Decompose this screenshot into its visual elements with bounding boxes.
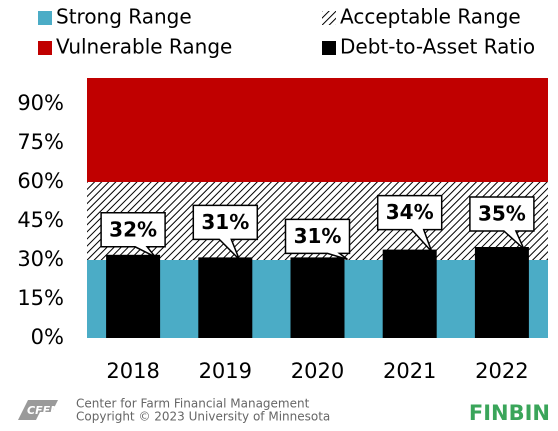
- data-label: 34%: [386, 200, 434, 224]
- y-tick-label: 0%: [31, 325, 64, 349]
- range-band: [87, 78, 548, 182]
- footer-logo: CFFM: [18, 400, 61, 420]
- data-label: 31%: [201, 210, 249, 234]
- x-tick-label: 2020: [291, 359, 344, 383]
- legend-label: Acceptable Range: [340, 5, 521, 29]
- legend-swatch: [322, 11, 336, 25]
- legend-label: Strong Range: [56, 5, 192, 29]
- x-tick-label: 2019: [199, 359, 252, 383]
- y-tick-label: 90%: [17, 91, 64, 115]
- data-label: 31%: [294, 224, 342, 248]
- bar: [106, 254, 161, 338]
- legend-swatch: [38, 11, 52, 25]
- data-label-callout: [192, 204, 259, 260]
- data-label-callout: [469, 196, 535, 250]
- legend-swatch: [38, 41, 52, 55]
- svg-text:CFFM: CFFM: [27, 404, 61, 417]
- y-tick-label: 30%: [17, 247, 64, 271]
- y-tick-label: 45%: [17, 208, 64, 232]
- data-label-callout: [100, 212, 166, 258]
- data-label: 32%: [109, 217, 157, 241]
- footer-copyright: Copyright © 2023 University of Minnesota: [76, 410, 330, 424]
- bar: [382, 249, 437, 338]
- x-tick-label: 2022: [475, 359, 528, 383]
- y-tick-label: 60%: [17, 169, 64, 193]
- footer-org: Center for Farm Financial Management: [76, 397, 310, 411]
- data-label-callout: [376, 194, 443, 253]
- y-tick-label: 15%: [17, 286, 64, 310]
- data-label: 35%: [478, 202, 526, 226]
- bar: [290, 257, 345, 338]
- legend-swatch: [322, 41, 336, 55]
- bar: [198, 257, 253, 338]
- y-tick-label: 75%: [17, 130, 64, 154]
- bar: [474, 247, 529, 338]
- legend-label: Debt-to-Asset Ratio: [340, 35, 535, 59]
- legend-label: Vulnerable Range: [56, 35, 232, 59]
- x-tick-label: 2018: [106, 359, 159, 383]
- data-label-callout: [284, 218, 351, 261]
- footer-brand: FINBIN: [469, 401, 550, 425]
- x-tick-label: 2021: [383, 359, 436, 383]
